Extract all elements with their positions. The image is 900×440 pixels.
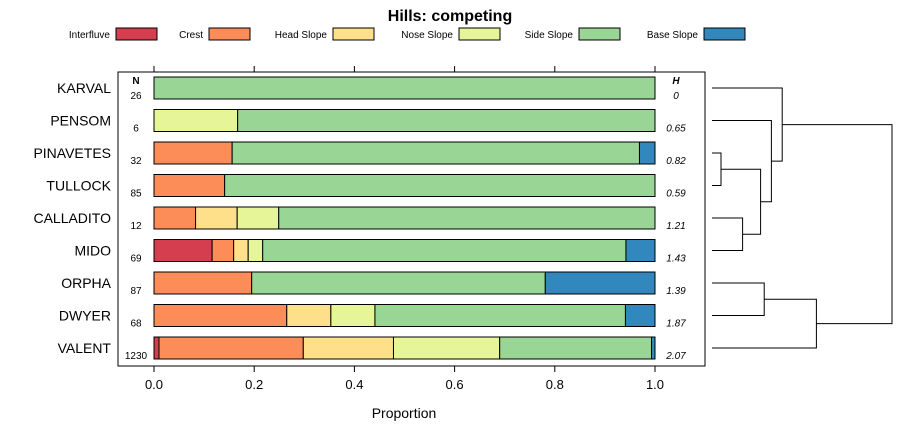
h-value-pinavetes: 0.82	[666, 156, 686, 167]
bar-valent-interfluve	[153, 336, 160, 360]
bar-orpha-crest	[153, 271, 253, 295]
bar-calladito-crest	[153, 206, 197, 230]
plot-frame	[117, 71, 706, 367]
x-tick-label-4: 0.8	[546, 377, 564, 392]
bar-mido-head-slope	[233, 239, 249, 262]
bar-valent-nose-slope	[392, 336, 501, 360]
n-value-pinavetes: 32	[130, 156, 142, 167]
legend-label-crest: Crest	[179, 30, 203, 41]
chart-title: Hills: competing	[388, 8, 512, 25]
bar-pensom-nose-slope	[153, 109, 239, 132]
bar-mido-interfluve	[153, 239, 213, 262]
legend-label-head-slope: Head Slope	[275, 30, 328, 41]
bar-mido-crest	[211, 239, 235, 262]
bar-mido-base-slope	[625, 239, 656, 262]
h-value-valent: 2.07	[665, 351, 686, 362]
bar-orpha-side-slope	[251, 271, 546, 295]
n-value-tullock: 85	[130, 189, 142, 200]
x-axis-label: Proportion	[372, 405, 437, 421]
x-tick-label-3: 0.6	[446, 377, 464, 392]
n-value-pensom: 6	[133, 124, 139, 135]
h-header: H	[672, 76, 680, 87]
bar-dwyer-head-slope	[286, 304, 332, 327]
row-label-calladito: CALLADITO	[33, 210, 111, 226]
x-tick-label-1: 0.2	[245, 377, 263, 392]
dendrogram-link-7	[782, 124, 893, 325]
dendrogram-link-2	[721, 168, 762, 235]
bar-valent-side-slope	[499, 336, 652, 360]
n-value-karval: 26	[130, 91, 142, 102]
bar-tullock-side-slope	[224, 174, 656, 197]
bar-calladito-nose-slope	[236, 206, 280, 230]
row-labels: KARVAL PENSOM PINAVETES TULLOCK CALLADITO MID…	[33, 80, 111, 356]
legend-swatch-nose-slope	[458, 27, 501, 41]
legend-label-base-slope: Base Slope	[647, 30, 699, 41]
row-label-karval: KARVAL	[57, 80, 111, 96]
h-value-tullock: 0.59	[666, 189, 686, 200]
row-label-pensom: PENSOM	[50, 113, 111, 129]
row-label-pinavetes: PINAVETES	[33, 145, 111, 161]
n-value-dwyer: 68	[130, 319, 142, 330]
h-value-dwyer: 1.87	[666, 319, 686, 330]
legend: Interfluve Crest Head Slope Nose Slope Side …	[69, 27, 746, 41]
bar-valent-crest	[158, 336, 304, 360]
bar-valent-head-slope	[302, 336, 394, 360]
bar-valent-base-slope	[650, 336, 656, 360]
legend-label-side-slope: Side Slope	[525, 30, 574, 41]
h-column: H 0 0.65 0.82 0.59 1.21 1.43 1.39 1.87 2.07	[665, 76, 686, 362]
n-header: N	[132, 76, 139, 87]
x-axis: 0.0 0.2 0.4 0.6 0.8 1.0	[145, 366, 664, 392]
h-value-mido: 1.43	[666, 254, 686, 265]
h-value-orpha: 1.39	[666, 286, 686, 297]
legend-swatch-head-slope	[332, 27, 375, 41]
bar-pinavetes-side-slope	[231, 141, 640, 165]
bar-karval-side-slope	[153, 76, 656, 100]
bar-mido-nose-slope	[247, 239, 264, 262]
n-value-valent: 1230	[125, 351, 148, 362]
legend-swatch-side-slope	[578, 27, 621, 41]
bar-tullock-crest	[153, 174, 226, 197]
bar-calladito-head-slope	[195, 206, 238, 230]
legend-swatch-crest	[208, 27, 251, 41]
dendrogram-link-0	[712, 152, 722, 186]
row-label-orpha: ORPHA	[61, 275, 111, 291]
dendrogram-link-1	[712, 217, 744, 251]
h-value-karval: 0	[673, 91, 679, 102]
dendrogram-link-5	[712, 282, 765, 316]
row-label-valent: VALENT	[58, 340, 112, 356]
bar-pinavetes-crest	[153, 141, 233, 165]
bar-pensom-side-slope	[237, 109, 656, 132]
legend-swatch-interfluve	[115, 27, 158, 41]
bar-dwyer-side-slope	[374, 304, 626, 327]
dendrogram	[712, 87, 893, 349]
row-label-tullock: TULLOCK	[46, 178, 111, 194]
bar-orpha-base-slope	[544, 271, 656, 295]
bar-dwyer-crest	[153, 304, 288, 327]
x-tick-label-0: 0.0	[145, 377, 163, 392]
n-value-orpha: 87	[130, 286, 142, 297]
top-axis	[153, 66, 656, 72]
h-value-calladito: 1.21	[666, 221, 685, 232]
bar-dwyer-nose-slope	[330, 304, 376, 327]
h-value-pensom: 0.65	[666, 124, 686, 135]
bar-calladito-side-slope	[278, 206, 656, 230]
bar-mido-side-slope	[262, 239, 627, 262]
legend-swatch-base-slope	[703, 27, 746, 41]
n-value-mido: 69	[130, 254, 142, 265]
bar-pinavetes-base-slope	[638, 141, 656, 165]
n-value-calladito: 12	[130, 221, 142, 232]
legend-label-nose-slope: Nose Slope	[401, 30, 453, 41]
bar-dwyer-base-slope	[624, 304, 656, 327]
n-column: N 26 6 32 85 12 69 87 68 1230	[125, 76, 148, 362]
legend-label-interfluve: Interfluve	[69, 30, 111, 41]
row-label-mido: MIDO	[74, 243, 111, 259]
bars	[153, 76, 656, 360]
x-tick-label-2: 0.4	[345, 377, 363, 392]
x-tick-label-5: 1.0	[646, 377, 664, 392]
row-label-dwyer: DWYER	[59, 308, 111, 324]
